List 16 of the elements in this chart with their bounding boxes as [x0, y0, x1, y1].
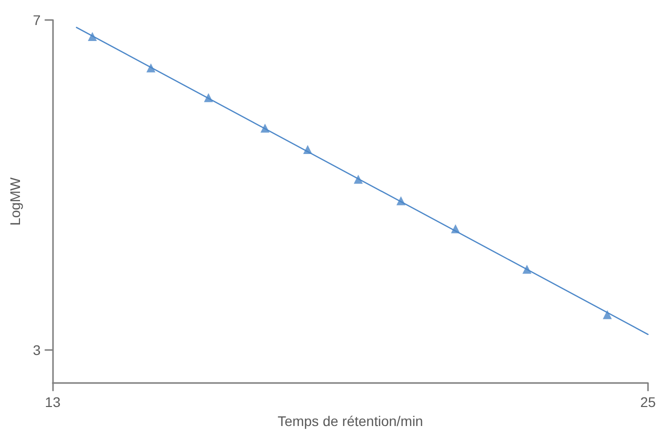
point [88, 32, 97, 42]
x-tick-label: 13 [44, 394, 61, 410]
x-tick-label: 25 [640, 394, 656, 410]
point [522, 264, 532, 274]
point [451, 224, 460, 234]
point [354, 174, 363, 184]
y-tick-label: 7 [32, 12, 41, 28]
y-axis-title: LogMW [7, 176, 23, 226]
point [260, 124, 270, 133]
point [204, 93, 213, 102]
point [146, 63, 156, 72]
point [303, 145, 312, 154]
point [602, 310, 612, 320]
point [396, 196, 406, 206]
y-tick-label: 3 [32, 342, 41, 358]
x-axis-title: Temps de rétention/min [278, 413, 424, 429]
